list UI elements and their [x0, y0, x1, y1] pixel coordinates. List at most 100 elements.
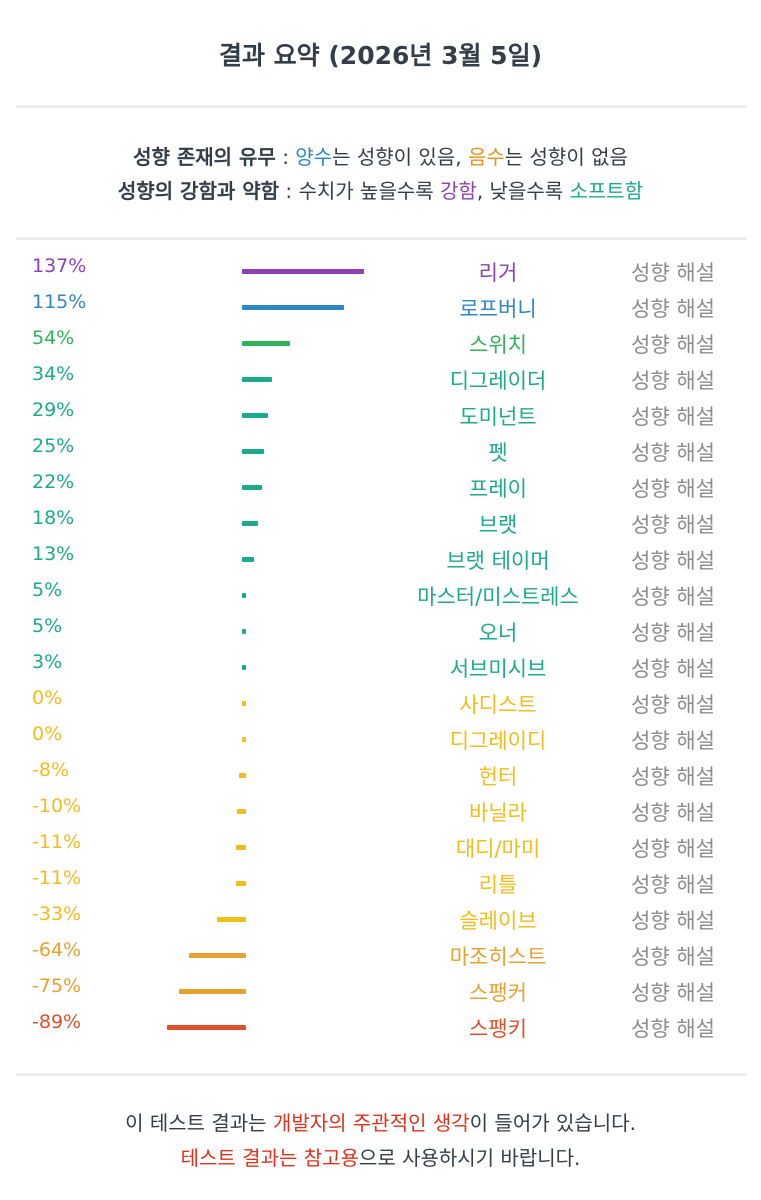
percent-label: -10%	[32, 795, 82, 817]
value-bar	[242, 701, 246, 706]
trait-name: 오너	[478, 621, 518, 645]
legend-negative-desc: 는 성향이 없음	[504, 145, 628, 169]
trait-interpretation-link[interactable]: 성향 해설	[631, 585, 715, 609]
result-row: -11% 대디/마미 성향 해설	[0, 829, 761, 865]
footer-highlight-reference: 테스트 결과는 참고용	[180, 1146, 359, 1170]
trait-name: 슬레이브	[459, 909, 537, 933]
result-row: -33% 슬레이브 성향 해설	[0, 901, 761, 937]
result-row: 22% 프레이 성향 해설	[0, 469, 761, 505]
result-chart: 137% 리거 성향 해설 115% 로프버니 성향 해설 54% 스위치 성향 해설 34% 디그…	[0, 253, 761, 1045]
value-bar	[242, 449, 265, 454]
value-bar	[242, 557, 254, 562]
trait-interpretation-link[interactable]: 성향 해설	[631, 873, 715, 897]
percent-label: -8%	[32, 759, 69, 781]
footer-text-a: 이 테스트 결과는	[125, 1111, 273, 1135]
value-bar	[237, 809, 246, 814]
percent-label: 54%	[32, 327, 75, 349]
footer-notice-line1: 이 테스트 결과는 개발자의 주관적인 생각이 들어가 있습니다.	[0, 1107, 761, 1136]
trait-interpretation-link[interactable]: 성향 해설	[631, 513, 715, 537]
percent-label: -64%	[32, 939, 82, 961]
result-row: 34% 디그레이더 성향 해설	[0, 361, 761, 397]
result-row: -8% 헌터 성향 해설	[0, 757, 761, 793]
trait-interpretation-link[interactable]: 성향 해설	[631, 837, 715, 861]
trait-interpretation-link[interactable]: 성향 해설	[631, 657, 715, 681]
trait-interpretation-link[interactable]: 성향 해설	[631, 297, 715, 321]
trait-interpretation-link[interactable]: 성향 해설	[631, 693, 715, 717]
legend-soft-term: 소프트함	[569, 179, 644, 203]
value-bar	[242, 341, 291, 346]
trait-interpretation-link[interactable]: 성향 해설	[631, 621, 715, 645]
percent-label: -89%	[32, 1011, 82, 1033]
value-bar	[238, 773, 246, 778]
legend-positive-term: 양수	[295, 145, 333, 169]
trait-interpretation-link[interactable]: 성향 해설	[631, 369, 715, 393]
bottom-divider	[16, 1073, 747, 1076]
trait-interpretation-link[interactable]: 성향 해설	[631, 729, 715, 753]
trait-name: 펫	[488, 441, 508, 465]
percent-label: -33%	[32, 903, 82, 925]
percent-label: 3%	[32, 651, 63, 673]
percent-label: 29%	[32, 399, 75, 421]
legend-negative-term: 음수	[467, 145, 505, 169]
trait-interpretation-link[interactable]: 성향 해설	[631, 477, 715, 501]
trait-interpretation-link[interactable]: 성향 해설	[631, 441, 715, 465]
trait-interpretation-link[interactable]: 성향 해설	[631, 333, 715, 357]
percent-label: -11%	[32, 867, 82, 889]
value-bar	[242, 665, 246, 670]
percent-label: 25%	[32, 435, 75, 457]
result-row: 0% 사디스트 성향 해설	[0, 685, 761, 721]
result-row: -10% 바닐라 성향 해설	[0, 793, 761, 829]
result-row: -89% 스팽키 성향 해설	[0, 1009, 761, 1045]
legend-positive-desc: 는 성향이 있음,	[332, 145, 468, 169]
value-bar	[242, 377, 273, 382]
trait-name: 스팽커	[469, 981, 527, 1005]
percent-label: 137%	[32, 255, 87, 277]
legend-line-strength: 성향의 강함과 약함 : 수치가 높을수록 강함, 낮을수록 소프트함	[0, 175, 761, 204]
trait-name: 로프버니	[459, 297, 537, 321]
percent-label: 0%	[32, 687, 63, 709]
value-bar	[179, 989, 246, 994]
result-row: 0% 디그레이디 성향 해설	[0, 721, 761, 757]
result-row: 5% 오너 성향 해설	[0, 613, 761, 649]
result-row: 115% 로프버니 성향 해설	[0, 289, 761, 325]
legend-divider	[16, 237, 747, 240]
value-bar	[242, 593, 247, 598]
trait-name: 마조히스트	[449, 945, 547, 969]
trait-interpretation-link[interactable]: 성향 해설	[631, 945, 715, 969]
trait-name: 리틀	[478, 873, 518, 897]
trait-name: 프레이	[469, 477, 527, 501]
legend-strength-desc: : 수치가 높을수록	[279, 179, 440, 203]
value-bar	[216, 917, 246, 922]
trait-interpretation-link[interactable]: 성향 해설	[631, 261, 715, 285]
trait-interpretation-link[interactable]: 성향 해설	[631, 981, 715, 1005]
trait-name: 마스터/미스트레스	[417, 585, 579, 609]
trait-interpretation-link[interactable]: 성향 해설	[631, 765, 715, 789]
value-bar	[242, 305, 345, 310]
trait-interpretation-link[interactable]: 성향 해설	[631, 405, 715, 429]
trait-name: 리거	[478, 261, 518, 285]
result-row: 137% 리거 성향 해설	[0, 253, 761, 289]
footer-text-d: 으로 사용하시기 바랍니다.	[358, 1146, 581, 1170]
legend-line-presence: 성향 존재의 유무 : 양수는 성향이 있음, 음수는 성향이 없음	[0, 141, 761, 170]
trait-name: 사디스트	[459, 693, 537, 717]
percent-label: 0%	[32, 723, 63, 745]
trait-interpretation-link[interactable]: 성향 해설	[631, 1017, 715, 1041]
footer-text-c: 이 들어가 있습니다.	[469, 1111, 636, 1135]
value-bar	[242, 413, 268, 418]
trait-name: 스위치	[469, 333, 527, 357]
trait-name: 디그레이디	[449, 729, 547, 753]
percent-label: 18%	[32, 507, 75, 529]
percent-label: 13%	[32, 543, 75, 565]
trait-name: 대디/마미	[455, 837, 541, 861]
value-bar	[189, 953, 246, 958]
trait-name: 브랫 테이머	[446, 549, 550, 573]
footer-notice-line2: 테스트 결과는 참고용으로 사용하시기 바랍니다.	[0, 1142, 761, 1171]
result-row: 3% 서브미시브 성향 해설	[0, 649, 761, 685]
trait-interpretation-link[interactable]: 성향 해설	[631, 549, 715, 573]
trait-name: 디그레이더	[449, 369, 547, 393]
trait-interpretation-link[interactable]: 성향 해설	[631, 909, 715, 933]
trait-name: 바닐라	[469, 801, 527, 825]
result-row: 25% 펫 성향 해설	[0, 433, 761, 469]
percent-label: 5%	[32, 579, 63, 601]
trait-interpretation-link[interactable]: 성향 해설	[631, 801, 715, 825]
